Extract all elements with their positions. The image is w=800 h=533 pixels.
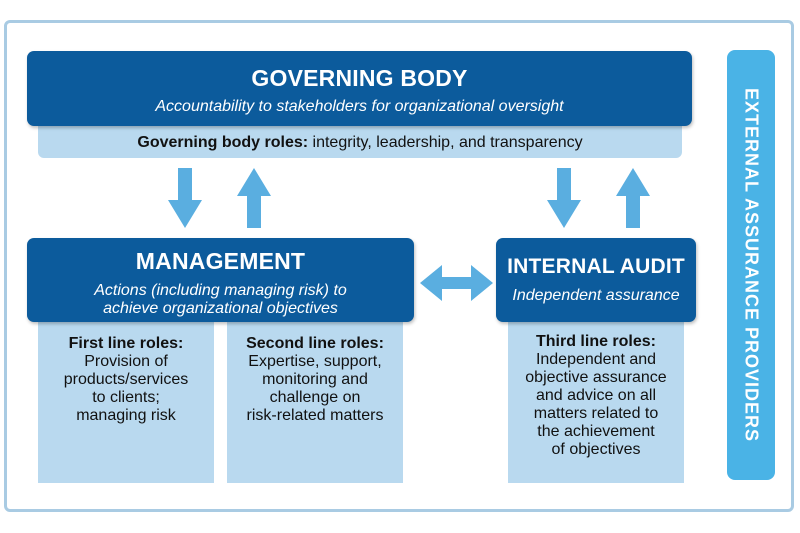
third-line-heading: Third line roles:	[535, 333, 656, 350]
second-line-text-2: monitoring and	[262, 371, 368, 388]
governing-body-box: GOVERNING BODY Accountability to stakeho…	[27, 51, 692, 126]
first-line-heading: First line roles:	[68, 335, 184, 352]
governing-body-roles-label: Governing body roles:	[137, 134, 309, 151]
governing-body-roles: Governing body roles: integrity, leaders…	[38, 118, 682, 152]
governing-body-title: GOVERNING BODY	[251, 65, 468, 91]
third-line-text-2: objective assurance	[525, 369, 667, 386]
first-line-text-1: Provision of	[84, 353, 168, 370]
down-arrow-icon	[547, 168, 581, 228]
external-assurance-providers-bar: EXTERNAL ASSURANCE PROVIDERS	[727, 50, 775, 480]
management-box: MANAGEMENT Actions (including managing r…	[27, 238, 414, 322]
internal-audit-title: INTERNAL AUDIT	[507, 255, 685, 278]
third-line-text-5: the achievement	[537, 423, 655, 440]
third-line-roles-box: Third line roles: Independent and object…	[508, 313, 684, 483]
first-line-text-2: products/services	[63, 371, 189, 388]
second-line-heading: Second line roles:	[246, 335, 384, 352]
management-title: MANAGEMENT	[135, 248, 306, 274]
first-line-text-3: to clients;	[92, 389, 160, 406]
governing-body-subtitle: Accountability to stakeholders for organ…	[155, 98, 564, 115]
third-line-text-1: Independent and	[535, 351, 657, 368]
third-line-text-4: matters related to	[533, 405, 659, 422]
second-line-text-4: risk-related matters	[246, 407, 384, 424]
double-arrow-icon	[420, 265, 493, 301]
second-line-text-3: challenge on	[269, 389, 361, 406]
internal-audit-subtitle: Independent assurance	[512, 287, 680, 304]
up-arrow-icon	[237, 168, 271, 228]
down-arrow-icon	[168, 168, 202, 228]
third-line-text-3: and advice on all	[535, 387, 657, 404]
external-assurance-providers-label: EXTERNAL ASSURANCE PROVIDERS	[741, 87, 762, 443]
second-line-text-1: Expertise, support,	[248, 353, 382, 370]
governing-body-roles-text: integrity, leadership, and transparency	[308, 134, 583, 151]
management-subtitle-line-1: Actions (including managing risk) to	[94, 282, 347, 299]
third-line-text-6: of objectives	[551, 441, 641, 458]
up-arrow-icon	[616, 168, 650, 228]
internal-audit-box: INTERNAL AUDIT Independent assurance	[496, 238, 696, 322]
second-line-roles-box: Second line roles: Expertise, support, m…	[227, 313, 403, 483]
management-subtitle-line-2: achieve organizational objectives	[103, 300, 338, 317]
first-line-roles-box: First line roles: Provision of products/…	[38, 313, 214, 483]
first-line-text-4: managing risk	[76, 407, 176, 424]
